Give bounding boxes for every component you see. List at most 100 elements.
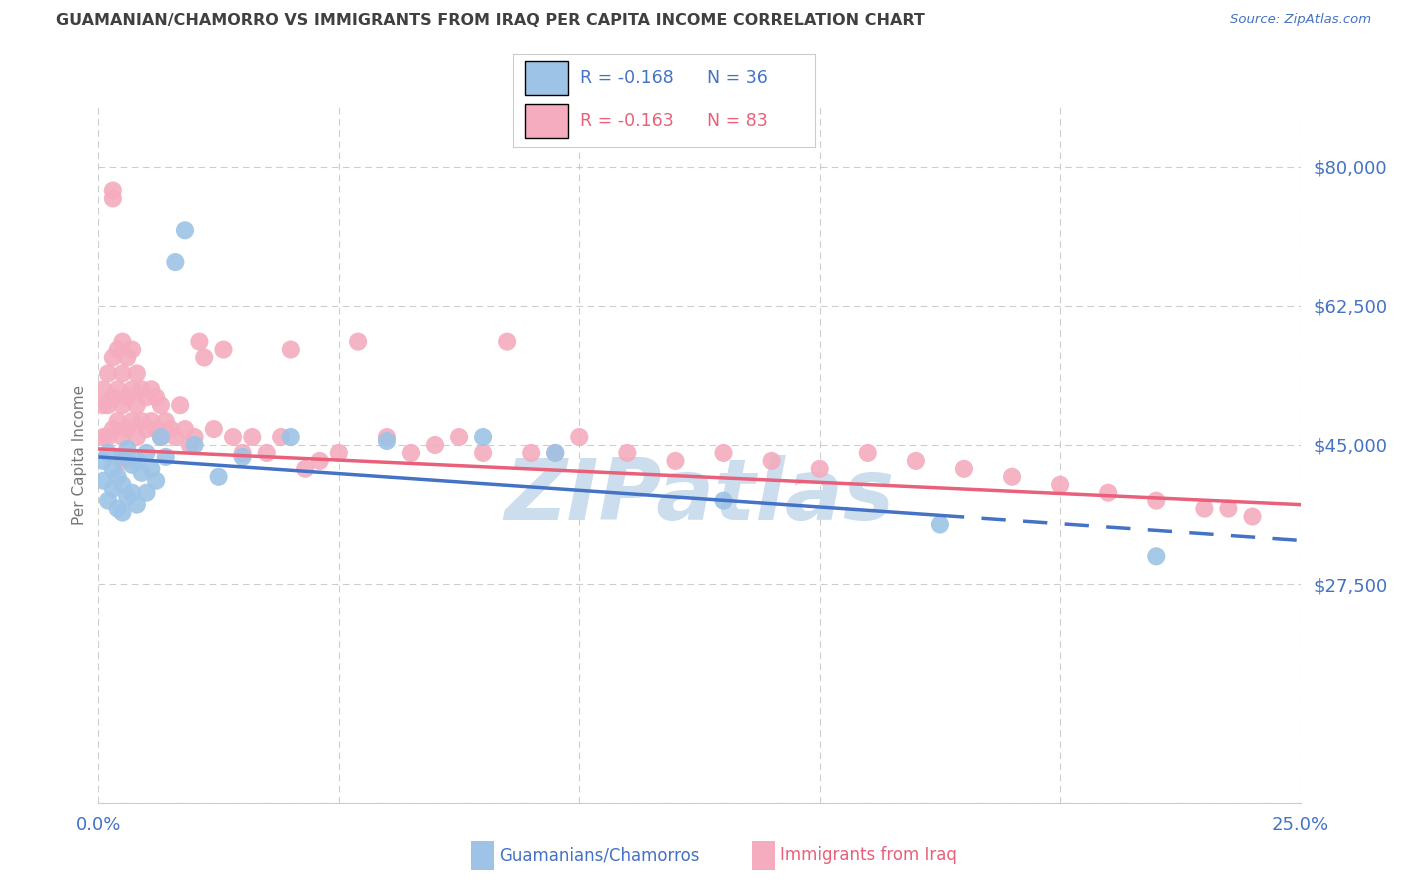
Point <box>904 454 927 468</box>
Point <box>131 382 153 396</box>
Point <box>97 398 120 412</box>
Point <box>91 430 114 444</box>
Point <box>121 382 143 396</box>
Point <box>713 446 735 460</box>
Point <box>107 343 129 357</box>
Text: R = -0.163: R = -0.163 <box>579 112 673 130</box>
Point <box>761 454 783 468</box>
Point <box>125 367 148 381</box>
Point <box>125 398 148 412</box>
Point <box>544 446 567 460</box>
Point <box>149 430 172 444</box>
Point <box>1144 549 1167 564</box>
Point <box>328 446 350 460</box>
Point <box>544 446 567 460</box>
Point <box>212 343 235 357</box>
Point <box>117 442 139 456</box>
Text: GUAMANIAN/CHAMORRO VS IMMIGRANTS FROM IRAQ PER CAPITA INCOME CORRELATION CHART: GUAMANIAN/CHAMORRO VS IMMIGRANTS FROM IR… <box>56 13 925 29</box>
Point <box>155 450 177 464</box>
Point <box>107 501 129 516</box>
Point <box>375 430 398 444</box>
Text: N = 36: N = 36 <box>707 69 768 87</box>
Point <box>101 184 124 198</box>
Point <box>280 430 302 444</box>
Point <box>294 462 316 476</box>
Point <box>135 485 157 500</box>
Point <box>111 367 134 381</box>
Point <box>183 430 205 444</box>
Point <box>101 422 124 436</box>
Text: N = 83: N = 83 <box>707 112 768 130</box>
Point <box>616 446 638 460</box>
Point <box>111 477 134 491</box>
Point <box>1194 501 1216 516</box>
Point <box>1049 477 1071 491</box>
Point <box>270 430 292 444</box>
Point <box>125 430 148 444</box>
Point <box>165 255 187 269</box>
Point <box>135 446 157 460</box>
Point <box>953 462 976 476</box>
Point <box>165 430 187 444</box>
Point <box>131 414 153 428</box>
Point <box>91 382 114 396</box>
Point <box>121 414 143 428</box>
Point <box>856 446 879 460</box>
Point <box>91 454 114 468</box>
Point <box>141 414 163 428</box>
Point <box>97 367 120 381</box>
Point <box>97 430 120 444</box>
Point <box>155 414 177 428</box>
Point <box>179 438 201 452</box>
Point <box>117 422 139 436</box>
Point <box>1241 509 1264 524</box>
Point <box>240 430 263 444</box>
Point <box>174 422 197 436</box>
Point <box>107 382 129 396</box>
Text: Guamanians/Chamorros: Guamanians/Chamorros <box>499 847 700 864</box>
Point <box>183 438 205 452</box>
Point <box>496 334 519 349</box>
Point <box>145 422 167 436</box>
Point <box>149 398 172 412</box>
Point <box>399 446 422 460</box>
Point <box>256 446 278 460</box>
Point <box>928 517 950 532</box>
Point <box>472 446 495 460</box>
Point <box>472 430 495 444</box>
Point <box>111 430 134 444</box>
Point <box>107 470 129 484</box>
Point <box>111 398 134 412</box>
Point <box>174 223 197 237</box>
Text: Source: ZipAtlas.com: Source: ZipAtlas.com <box>1230 13 1371 27</box>
Point <box>131 466 153 480</box>
Point <box>347 334 370 349</box>
FancyBboxPatch shape <box>526 104 568 138</box>
Point <box>101 462 124 476</box>
Point <box>111 454 134 468</box>
Point <box>101 482 124 496</box>
Point <box>125 498 148 512</box>
Point <box>208 470 231 484</box>
Point <box>121 485 143 500</box>
Point <box>111 334 134 349</box>
Point <box>193 351 215 365</box>
Point <box>121 343 143 357</box>
Point <box>111 450 134 464</box>
Point <box>141 382 163 396</box>
Point <box>1144 493 1167 508</box>
Point <box>232 446 254 460</box>
Point <box>1001 470 1024 484</box>
Y-axis label: Per Capita Income: Per Capita Income <box>72 384 87 525</box>
Point <box>149 430 172 444</box>
Point <box>188 334 211 349</box>
Point <box>125 454 148 468</box>
Point <box>145 390 167 404</box>
Point <box>141 462 163 476</box>
Point <box>202 422 225 436</box>
Point <box>713 493 735 508</box>
Point <box>117 390 139 404</box>
Point <box>423 438 446 452</box>
Point <box>101 351 124 365</box>
Point <box>101 192 124 206</box>
